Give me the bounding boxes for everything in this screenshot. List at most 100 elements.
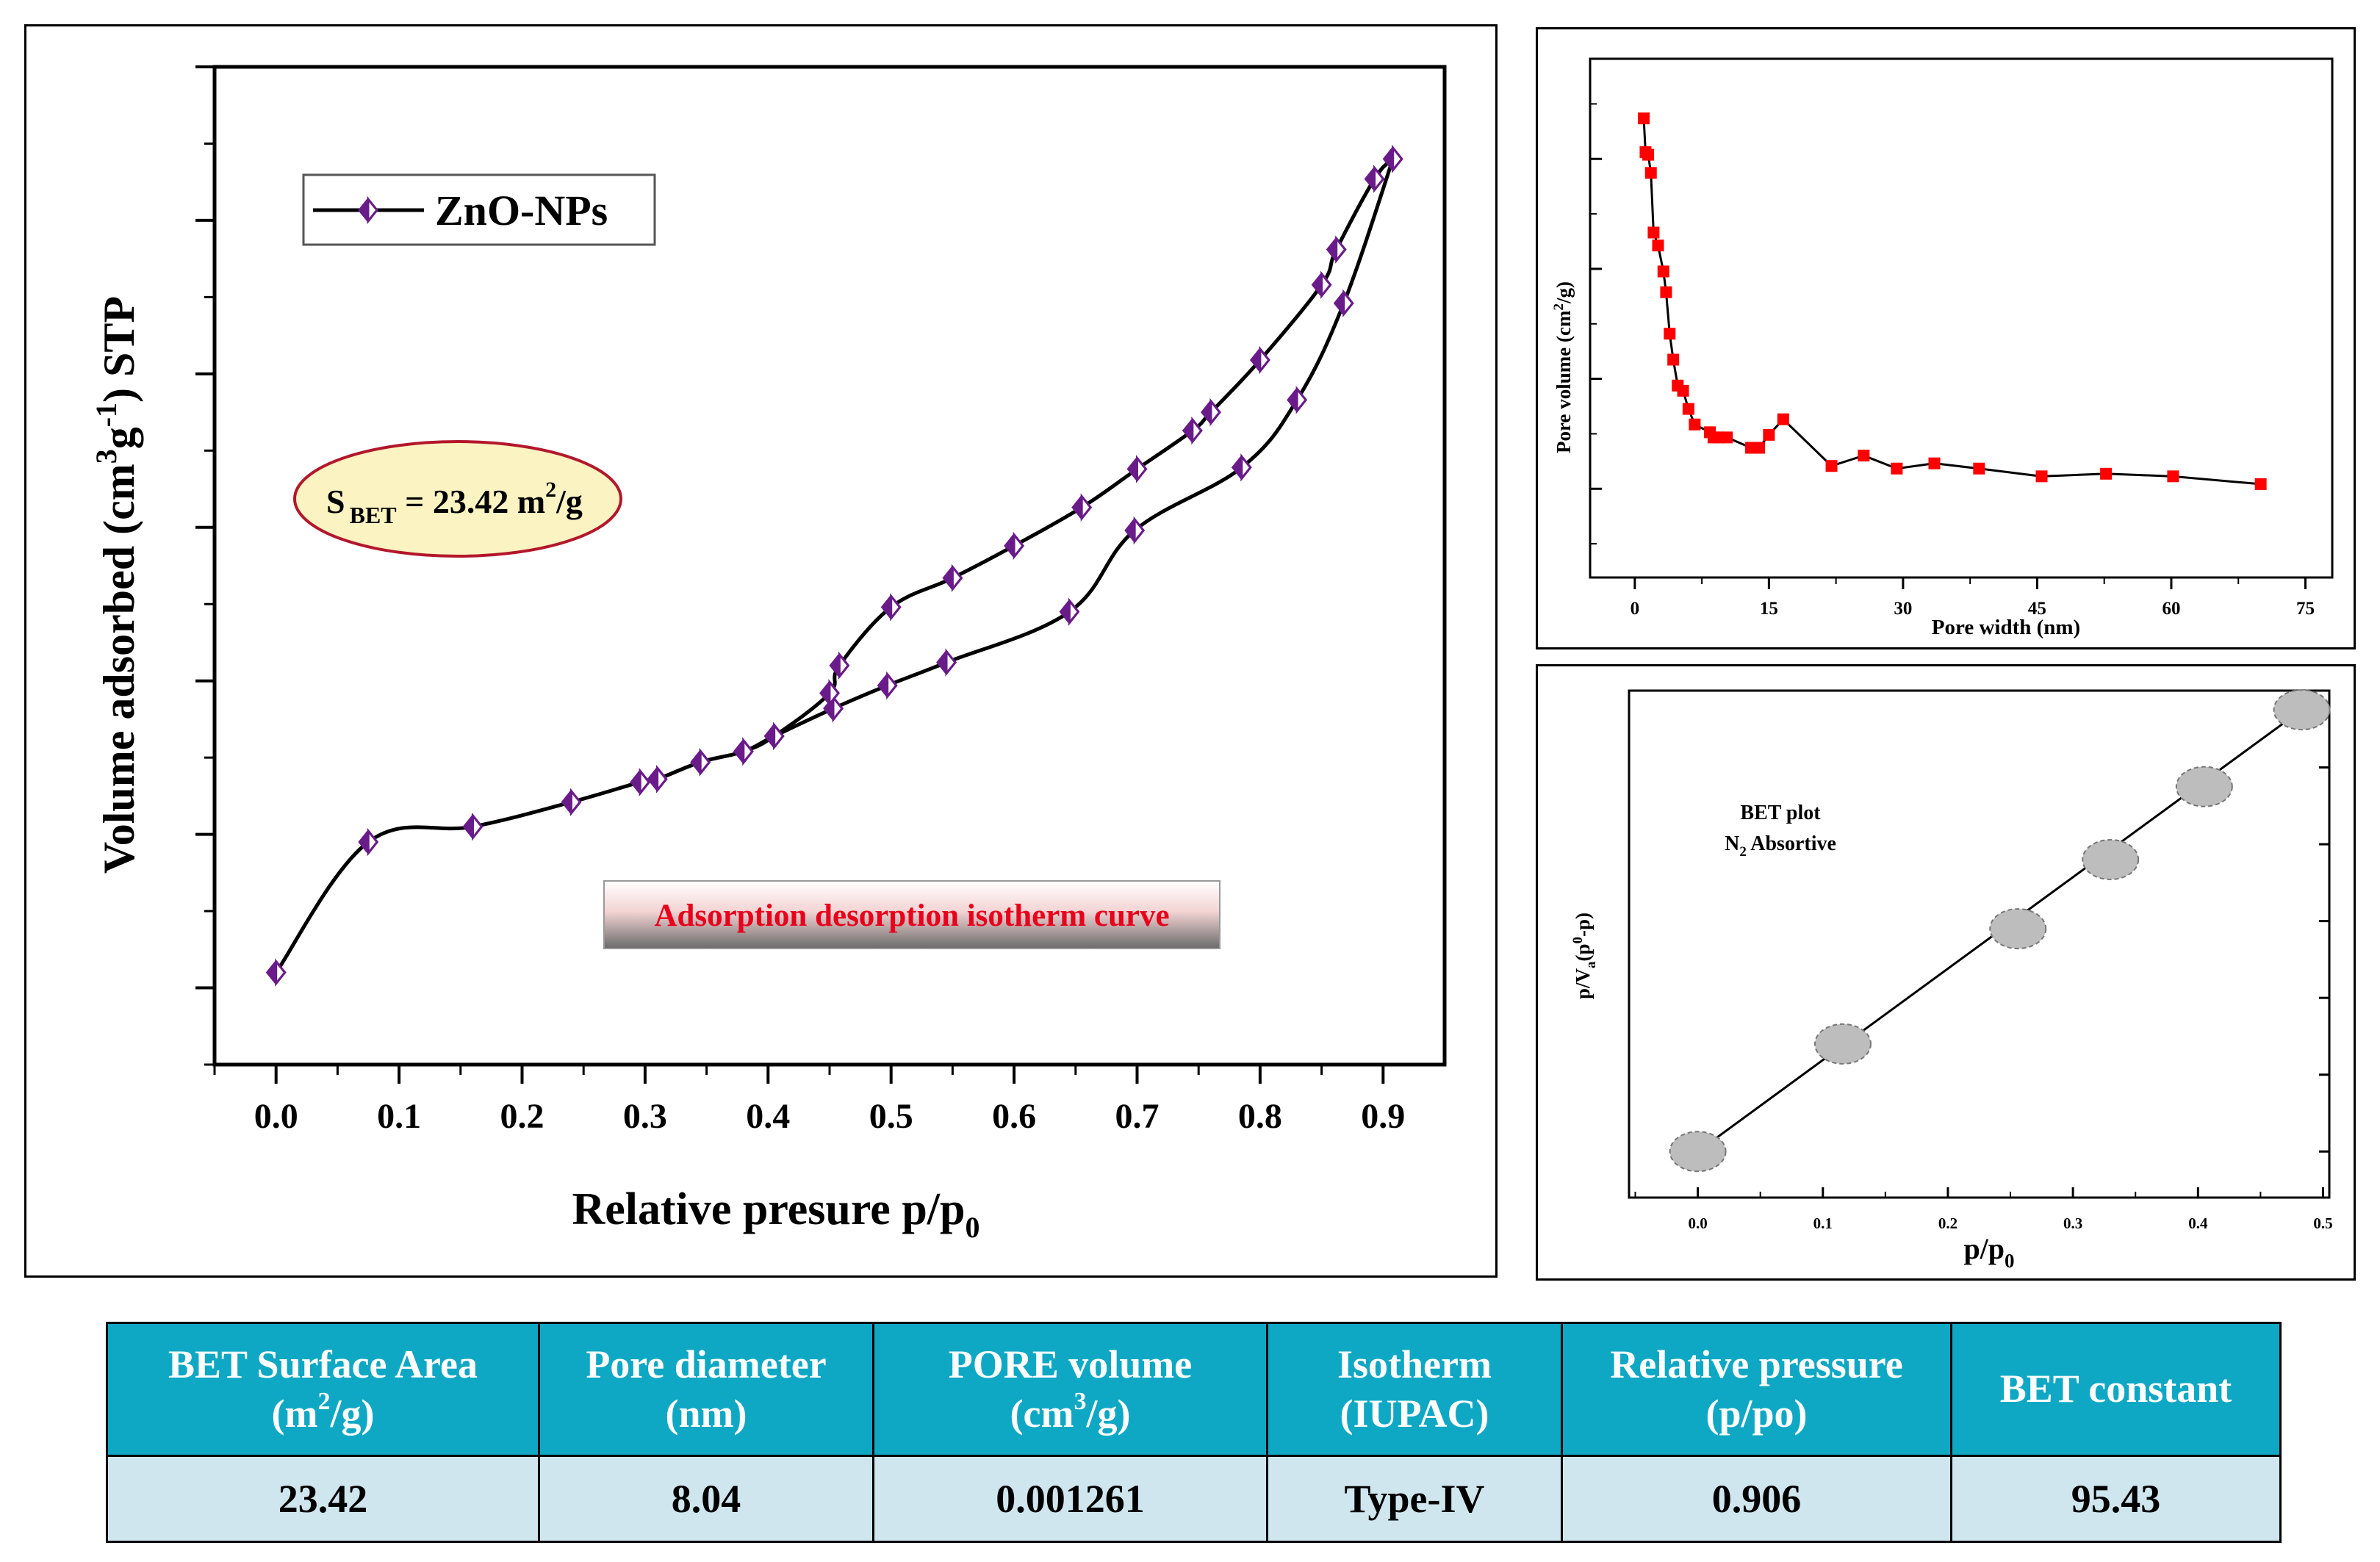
sbet-bubble [293,440,622,558]
pore-volume-point-28 [2100,467,2113,480]
isotherm-desorption-line [639,157,1395,785]
isotherm-desorption-point-8 [1071,493,1093,522]
bet-plot-frame [1628,689,2331,1199]
isotherm-adsorption-point-14-outline [1231,454,1252,481]
isotherm-x-axis-label: Relative presure p/p0 [572,1184,979,1244]
pore-volume-point-20 [1763,428,1775,441]
isotherm-adsorption-point-1 [358,827,379,857]
isotherm-adsorption-point-12 [1059,597,1080,626]
isotherm-adsorption-point-15-outline [1287,386,1308,413]
pore-volume-point-27 [2035,470,2048,483]
isotherm-desorption-point-12-left-half [830,654,840,677]
pore-x-tick-label-3: 45 [2028,599,2046,619]
isotherm-adsorption-point-14 [1231,453,1252,482]
isotherm-desorption-point-15 [733,737,754,766]
pore-volume-point-6 [1657,265,1669,278]
isotherm-y-axis-label: Volume adsorbed (cm3g-1) STP [90,296,143,874]
header-isotherm: Isotherm (IUPAC) [1266,1322,1563,1457]
isotherm-desorption-point-0-left-half [1384,148,1393,170]
isotherm-x-tick-label-5: 0.5 [869,1097,913,1136]
legend-diamond-outline [358,197,378,223]
isotherm-desorption-point-5-left-half [1201,401,1211,424]
pore-volume-point-29 [2167,470,2179,483]
pore-volume-point-23 [1858,450,1870,462]
isotherm-desorption-point-15-left-half [734,740,744,763]
cell-isotherm: Type-IV [1266,1455,1563,1543]
isotherm-desorption-point-4-left-half [1251,349,1260,372]
isotherm-adsorption-point-2-outline [462,813,483,840]
isotherm-title-box [603,880,1220,949]
isotherm-adsorption-point-3 [561,788,582,817]
bet-point-0 [1669,1131,1727,1173]
isotherm-adsorption-point-16-left-half [1334,292,1344,314]
isotherm-adsorption-point-9-outline [823,695,844,721]
isotherm-desorption-point-7-left-half [1128,458,1137,481]
bet-x-tick-label-3: 0.3 [2063,1214,2082,1232]
isotherm-adsorption-point-2 [462,812,483,841]
isotherm-desorption-point-14-left-half [765,724,774,747]
bet-point-1 [1814,1023,1872,1065]
isotherm-desorption-point-14 [763,721,785,751]
isotherm-adsorption-point-10 [877,671,898,700]
isotherm-x-tick-label-8: 0.8 [1238,1097,1282,1136]
header-relative-pressure: Relative pressure (p/po) [1561,1322,1952,1457]
cell-pore-volume: 0.001261 [872,1455,1268,1543]
isotherm-desorption-point-4 [1249,345,1270,375]
table-header-row: BET Surface Area (m2/g) Pore diameter (nm)… [106,1322,2282,1457]
legend-marker [358,195,378,225]
bet-point-4 [2175,766,2233,807]
pore-volume-point-7 [1660,286,1672,298]
isotherm-desorption-point-1-outline [1364,166,1385,192]
isotherm-x-tick-label-9: 0.9 [1361,1097,1405,1136]
isotherm-desorption-point-16 [690,748,711,777]
isotherm-desorption-point-2-left-half [1327,238,1337,261]
bet-x-tick-label-5: 0.5 [2313,1214,2332,1232]
isotherm-desorption-point-18 [630,768,651,796]
isotherm-desorption-point-11 [880,593,902,622]
isotherm-desorption-point-9-outline [1004,533,1025,559]
isotherm-adsorption-point-3-outline [561,789,582,816]
pore-volume-point-13 [1689,418,1701,431]
isotherm-desorption-point-13-left-half [821,682,830,705]
pore-y-axis-label: Pore volume (cm2/g) [1551,281,1575,453]
isotherm-desorption-point-15-outline [733,738,754,765]
isotherm-adsorption-point-11-outline [936,649,957,676]
pore-volume-point-21 [1777,413,1789,425]
bet-summary-table: BET Surface Area (m2/g) Pore diameter (nm)… [106,1322,2282,1543]
cell-bet-surface-area: 23.42 [106,1455,540,1543]
isotherm-desorption-point-7 [1126,455,1148,483]
isotherm-desorption-point-6 [1182,416,1203,445]
header-bet-surface-area: BET Surface Area (m2/g) [106,1322,540,1457]
bet-x-tick-label-4: 0.4 [2188,1214,2208,1232]
isotherm-desorption-point-1 [1364,165,1385,193]
pore-volume-line [1642,118,2261,486]
isotherm-desorption-point-12-outline [829,652,850,679]
isotherm-desorption-point-12 [829,651,850,680]
cell-pore-diameter: 8.04 [538,1455,874,1543]
isotherm-desorption-point-6-left-half [1183,420,1193,442]
isotherm-desorption-point-4-outline [1249,347,1270,373]
isotherm-desorption-point-18-outline [630,769,651,795]
isotherm-desorption-point-0-outline [1382,145,1403,172]
pore-volume-point-0 [1638,112,1650,125]
legend-label: ZnO-NPs [435,187,608,234]
bet-y-axis-label: p/Va(p0-p) [1570,913,1599,999]
isotherm-adsorption-point-3-left-half [562,791,572,813]
isotherm-desorption-point-13-outline [819,680,840,706]
isotherm-x-tick-label-7: 0.7 [1115,1097,1160,1136]
isotherm-panel: 0.0 0.1 0.2 0.3 0.4 0.5 0.6 0.7 0.8 0.9 ZnO-NPs S… [24,24,1498,1278]
pore-volume-point-26 [1973,462,1985,475]
isotherm-legend-box [302,173,656,246]
pore-volume-point-25 [1928,457,1941,469]
isotherm-desorption-point-17 [647,765,668,793]
pore-x-axis-label: Pore width (nm) [1932,616,2080,639]
bet-point-2 [1989,908,2047,950]
isotherm-desorption-point-3 [1311,270,1332,299]
isotherm-adsorption-point-0 [265,958,287,987]
pore-volume-point-2 [1642,148,1655,161]
isotherm-desorption-point-16-left-half [691,751,701,774]
isotherm-adsorption-point-1-left-half [359,831,369,854]
isotherm-adsorption-point-16-outline [1333,290,1354,317]
pore-x-tick-label-4: 60 [2162,599,2180,619]
isotherm-desorption-point-18-left-half [631,771,641,793]
